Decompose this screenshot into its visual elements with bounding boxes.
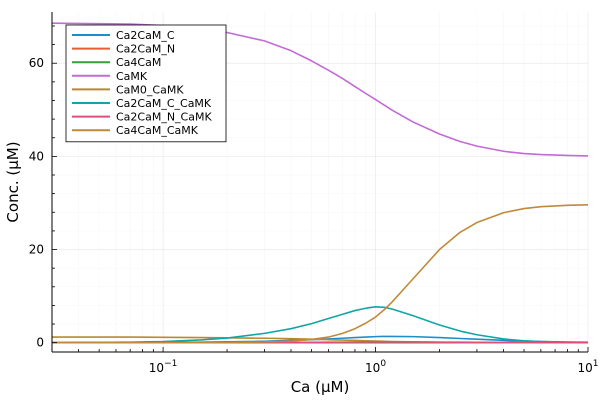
x-tick-exponent: −1: [164, 359, 177, 369]
x-tick-label: 101: [577, 359, 598, 375]
legend-label: Ca4CaM: [116, 56, 161, 69]
x-tick-base: 10: [149, 361, 164, 375]
legend-label: Ca2CaM_N: [116, 43, 175, 56]
x-tick-label: 100: [365, 359, 386, 375]
x-tick-base: 10: [577, 361, 592, 375]
x-axis-label: Ca (μM): [291, 378, 350, 396]
y-tick-label: 20: [29, 243, 44, 257]
legend-label: CaM0_CaMK: [116, 83, 184, 96]
y-tick-label: 0: [36, 336, 44, 350]
legend-box: [65, 24, 227, 143]
legend-label: CaMK: [116, 70, 148, 83]
legend-label: Ca2CaM_C: [116, 29, 175, 42]
axes: [51, 12, 588, 353]
series-line-ca4cam-camk: [52, 204, 589, 344]
legend-label: Ca2CaM_C_CaMK: [116, 97, 212, 110]
x-tick-base: 10: [365, 361, 380, 375]
legend-label: Ca2CaM_N_CaMK: [116, 111, 212, 124]
y-tick-label: 60: [29, 56, 44, 70]
x-tick-label: 10−1: [149, 359, 178, 375]
y-axis-label: Conc. (μM): [4, 141, 22, 222]
legend: Ca2CaM_CCa2CaM_NCa4CaMCaMKCaM0_CaMKCa2Ca…: [65, 24, 227, 143]
y-ticks: 0 20 40 60: [29, 25, 57, 350]
x-tick-exponent: 1: [593, 359, 599, 369]
series-line-ca2cam-c-camk: [51, 306, 589, 344]
legend-label: Ca4CaM_CaMK: [116, 124, 199, 137]
x-ticks: 10−1 100 101: [51, 347, 599, 375]
y-tick-label: 40: [29, 149, 44, 163]
x-tick-exponent: 0: [380, 359, 386, 369]
